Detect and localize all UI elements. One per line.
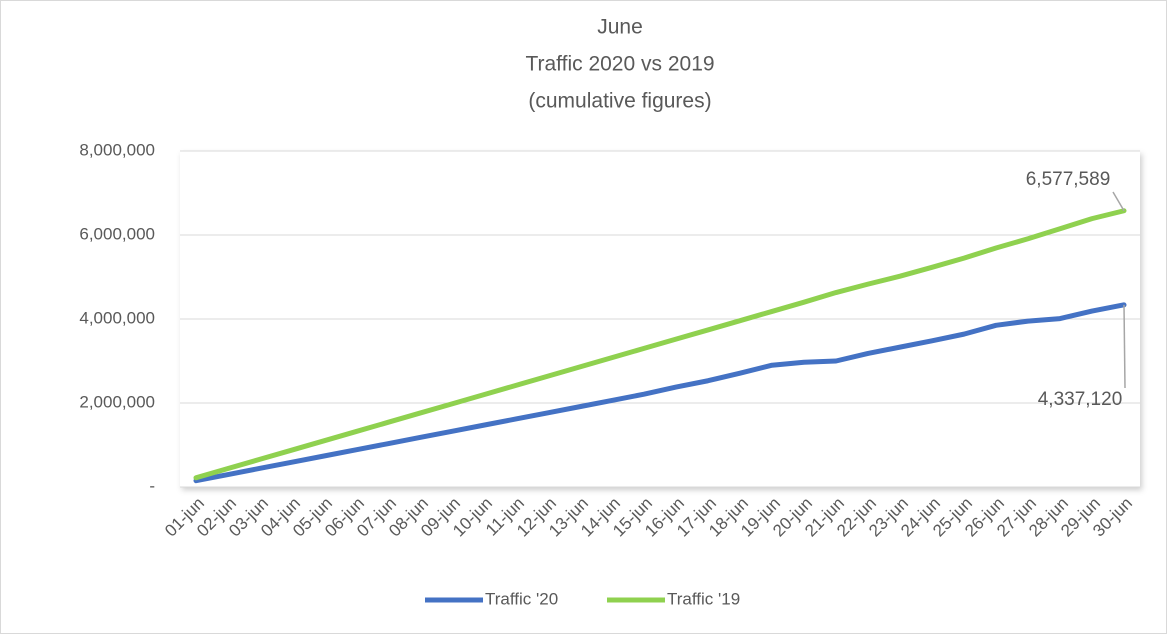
leader-line <box>1112 191 1125 212</box>
legend-label: Traffic '20 <box>485 589 558 608</box>
chart-title: June <box>597 16 643 39</box>
legend-label: Traffic '19 <box>667 589 740 608</box>
chart-title: Traffic 2020 vs 2019 <box>525 53 714 76</box>
line-series <box>193 302 1127 484</box>
y-tick-label: 8,000,000 <box>79 140 155 159</box>
leader-line <box>1123 304 1126 389</box>
chart-title: (cumulative figures) <box>528 90 711 113</box>
y-tick-label: - <box>149 476 155 495</box>
y-tick-label: 4,000,000 <box>79 308 155 327</box>
data-label: 4,337,120 <box>1038 389 1123 410</box>
y-tick-label: 6,000,000 <box>79 224 155 243</box>
line-series <box>193 208 1127 481</box>
y-tick-label: 2,000,000 <box>79 392 155 411</box>
data-label: 6,577,589 <box>1026 169 1111 190</box>
